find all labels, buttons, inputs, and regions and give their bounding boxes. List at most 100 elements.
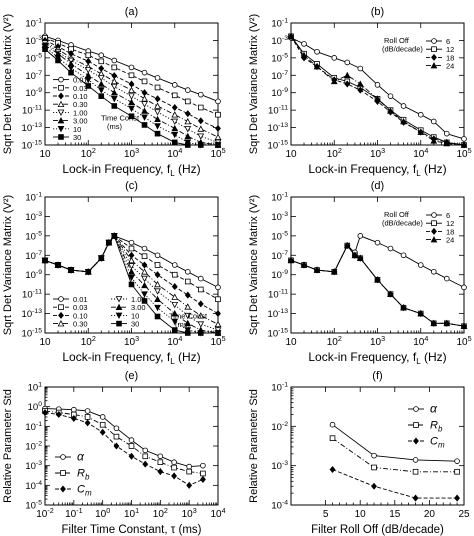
data-point — [171, 464, 177, 471]
data-point — [84, 419, 91, 427]
x-tick-label: 103 — [370, 146, 385, 160]
data-point — [374, 82, 381, 88]
series-2 — [288, 242, 467, 330]
data-point — [154, 95, 161, 103]
data-point — [128, 281, 135, 288]
data-point — [141, 89, 148, 97]
data-point — [154, 252, 161, 259]
y-tick-label: 10-3 — [25, 35, 42, 47]
data-point — [351, 251, 359, 259]
y-axis-label: Relative Parameter Std — [248, 389, 260, 503]
data-point — [141, 261, 148, 269]
data-point — [215, 284, 221, 291]
legend-label: 0.30 — [73, 320, 88, 329]
x-axis-label: Filter Time Constant, τ (ms) — [61, 524, 201, 536]
data-point — [128, 245, 135, 252]
legend-label: Rb — [77, 468, 90, 482]
y-tick-label: 10-15 — [22, 328, 43, 340]
data-point — [171, 82, 178, 88]
chart-panel-e: (e) 10-2 10-1 100 101 102 103 104 10-5 10-4 10-3 10… — [2, 370, 226, 536]
data-point — [171, 283, 178, 291]
y-tick-label: 10-1 — [25, 18, 42, 30]
data-point — [171, 118, 179, 126]
data-point — [154, 304, 161, 312]
data-point — [106, 239, 112, 246]
x-tick-label: 105 — [210, 334, 225, 348]
y-axis-label: Relative Parameter Std — [2, 389, 14, 503]
y-tick-label: 10-11 — [268, 289, 288, 301]
panel-label: (b) — [371, 6, 384, 18]
data-point — [171, 472, 178, 480]
legend-marker — [58, 296, 64, 302]
data-point — [184, 117, 192, 125]
data-point — [99, 428, 106, 436]
data-point — [157, 453, 164, 460]
legend-marker — [57, 117, 65, 124]
data-point — [171, 131, 179, 139]
data-point — [443, 319, 451, 327]
y-tick-label: 10-11 — [22, 105, 42, 117]
data-point — [300, 261, 308, 268]
legend-marker — [115, 296, 123, 303]
data-point — [357, 233, 364, 239]
legend-title: Time Const — [169, 311, 208, 320]
data-point — [417, 262, 424, 268]
data-point — [331, 55, 338, 61]
legend-label: 24 — [446, 236, 454, 245]
x-tick-label: 10 — [355, 509, 367, 520]
y-tick-label: 10-1 — [25, 192, 42, 204]
y-tick-label: 10-7 — [25, 70, 42, 82]
legend-label: 10 — [73, 125, 81, 134]
series-line — [290, 244, 465, 327]
y-tick-label: 10-3 — [271, 35, 288, 47]
data-point — [71, 406, 77, 413]
data-point — [430, 268, 437, 275]
plot-frame — [290, 196, 465, 334]
data-point — [197, 133, 205, 140]
data-point — [454, 458, 460, 464]
x-tick-label: 5 — [323, 509, 329, 520]
series-line — [332, 424, 458, 462]
data-point — [197, 125, 205, 132]
data-point — [215, 98, 221, 105]
data-point — [387, 290, 394, 297]
y-tick-label: 100 — [28, 401, 43, 413]
legend-marker — [58, 311, 64, 319]
data-point — [374, 239, 381, 246]
legend-label: 12 — [446, 219, 454, 228]
legend-marker — [431, 212, 437, 218]
y-tick-label: 10-3 — [25, 460, 42, 472]
data-point — [141, 291, 148, 298]
data-point — [141, 101, 148, 108]
legend-marker — [413, 406, 419, 412]
data-point — [412, 457, 419, 463]
legend-marker — [58, 134, 64, 140]
legend-marker — [413, 422, 419, 428]
y-tick-label: 10-1 — [271, 192, 288, 204]
data-point — [197, 330, 204, 336]
data-point — [113, 442, 120, 450]
data-point — [85, 52, 92, 59]
data-point — [111, 57, 118, 64]
x-tick-label: 10 — [285, 337, 297, 348]
data-point — [98, 58, 105, 65]
y-tick-label: 10-15 — [268, 328, 289, 340]
legend-marker — [58, 85, 64, 91]
data-point — [387, 245, 394, 252]
data-point — [128, 239, 135, 246]
data-point — [55, 262, 61, 268]
data-point — [417, 310, 425, 317]
legend-title: Roll Off — [384, 210, 410, 219]
x-tick-label: 25 — [458, 509, 470, 520]
legend-title: Roll Off — [384, 36, 410, 45]
legend-marker — [57, 320, 65, 327]
data-point — [97, 75, 105, 82]
data-point — [141, 78, 148, 85]
data-point — [68, 267, 74, 273]
legend-marker — [116, 320, 122, 327]
data-point — [197, 300, 204, 308]
x-axis-label: Lock-in Frequency, fL (Hz) — [62, 350, 200, 366]
x-tick-label: 103 — [124, 334, 139, 348]
